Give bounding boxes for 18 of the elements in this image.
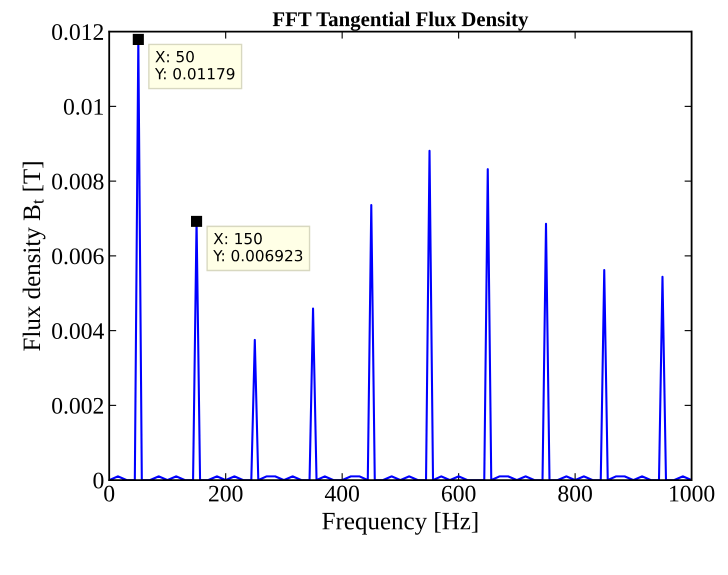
annotation: X: 150 Y: 0.006923 xyxy=(213,232,302,262)
x-tick-label: 600 xyxy=(442,486,476,502)
annotation: X: 50 Y: 0.01179 xyxy=(154,50,234,80)
x-axis-title: Frequency [Hz] xyxy=(322,512,478,535)
x-tick-label: 800 xyxy=(558,486,592,502)
x-tick-label: 400 xyxy=(324,486,359,502)
y-tick-label: 0 xyxy=(93,472,104,489)
y-tick-label: 0.012 xyxy=(52,24,104,40)
x-tick-label: 1000 xyxy=(670,486,714,502)
y-axis-title: Flux density B$_{t}$ [T] xyxy=(22,162,46,351)
y-tick-label: 0.008 xyxy=(52,174,104,190)
chart-title: FFT Tangential Flux Density xyxy=(272,12,528,31)
x-tick-label: 200 xyxy=(209,486,242,502)
y-tick-label: 0.004 xyxy=(52,323,104,340)
y-tick-label: 0.006 xyxy=(52,248,104,264)
y-tick-label: 0.002 xyxy=(52,398,104,414)
y-tick-label: 0.01 xyxy=(64,98,103,115)
x-tick-label: 0 xyxy=(104,486,114,502)
